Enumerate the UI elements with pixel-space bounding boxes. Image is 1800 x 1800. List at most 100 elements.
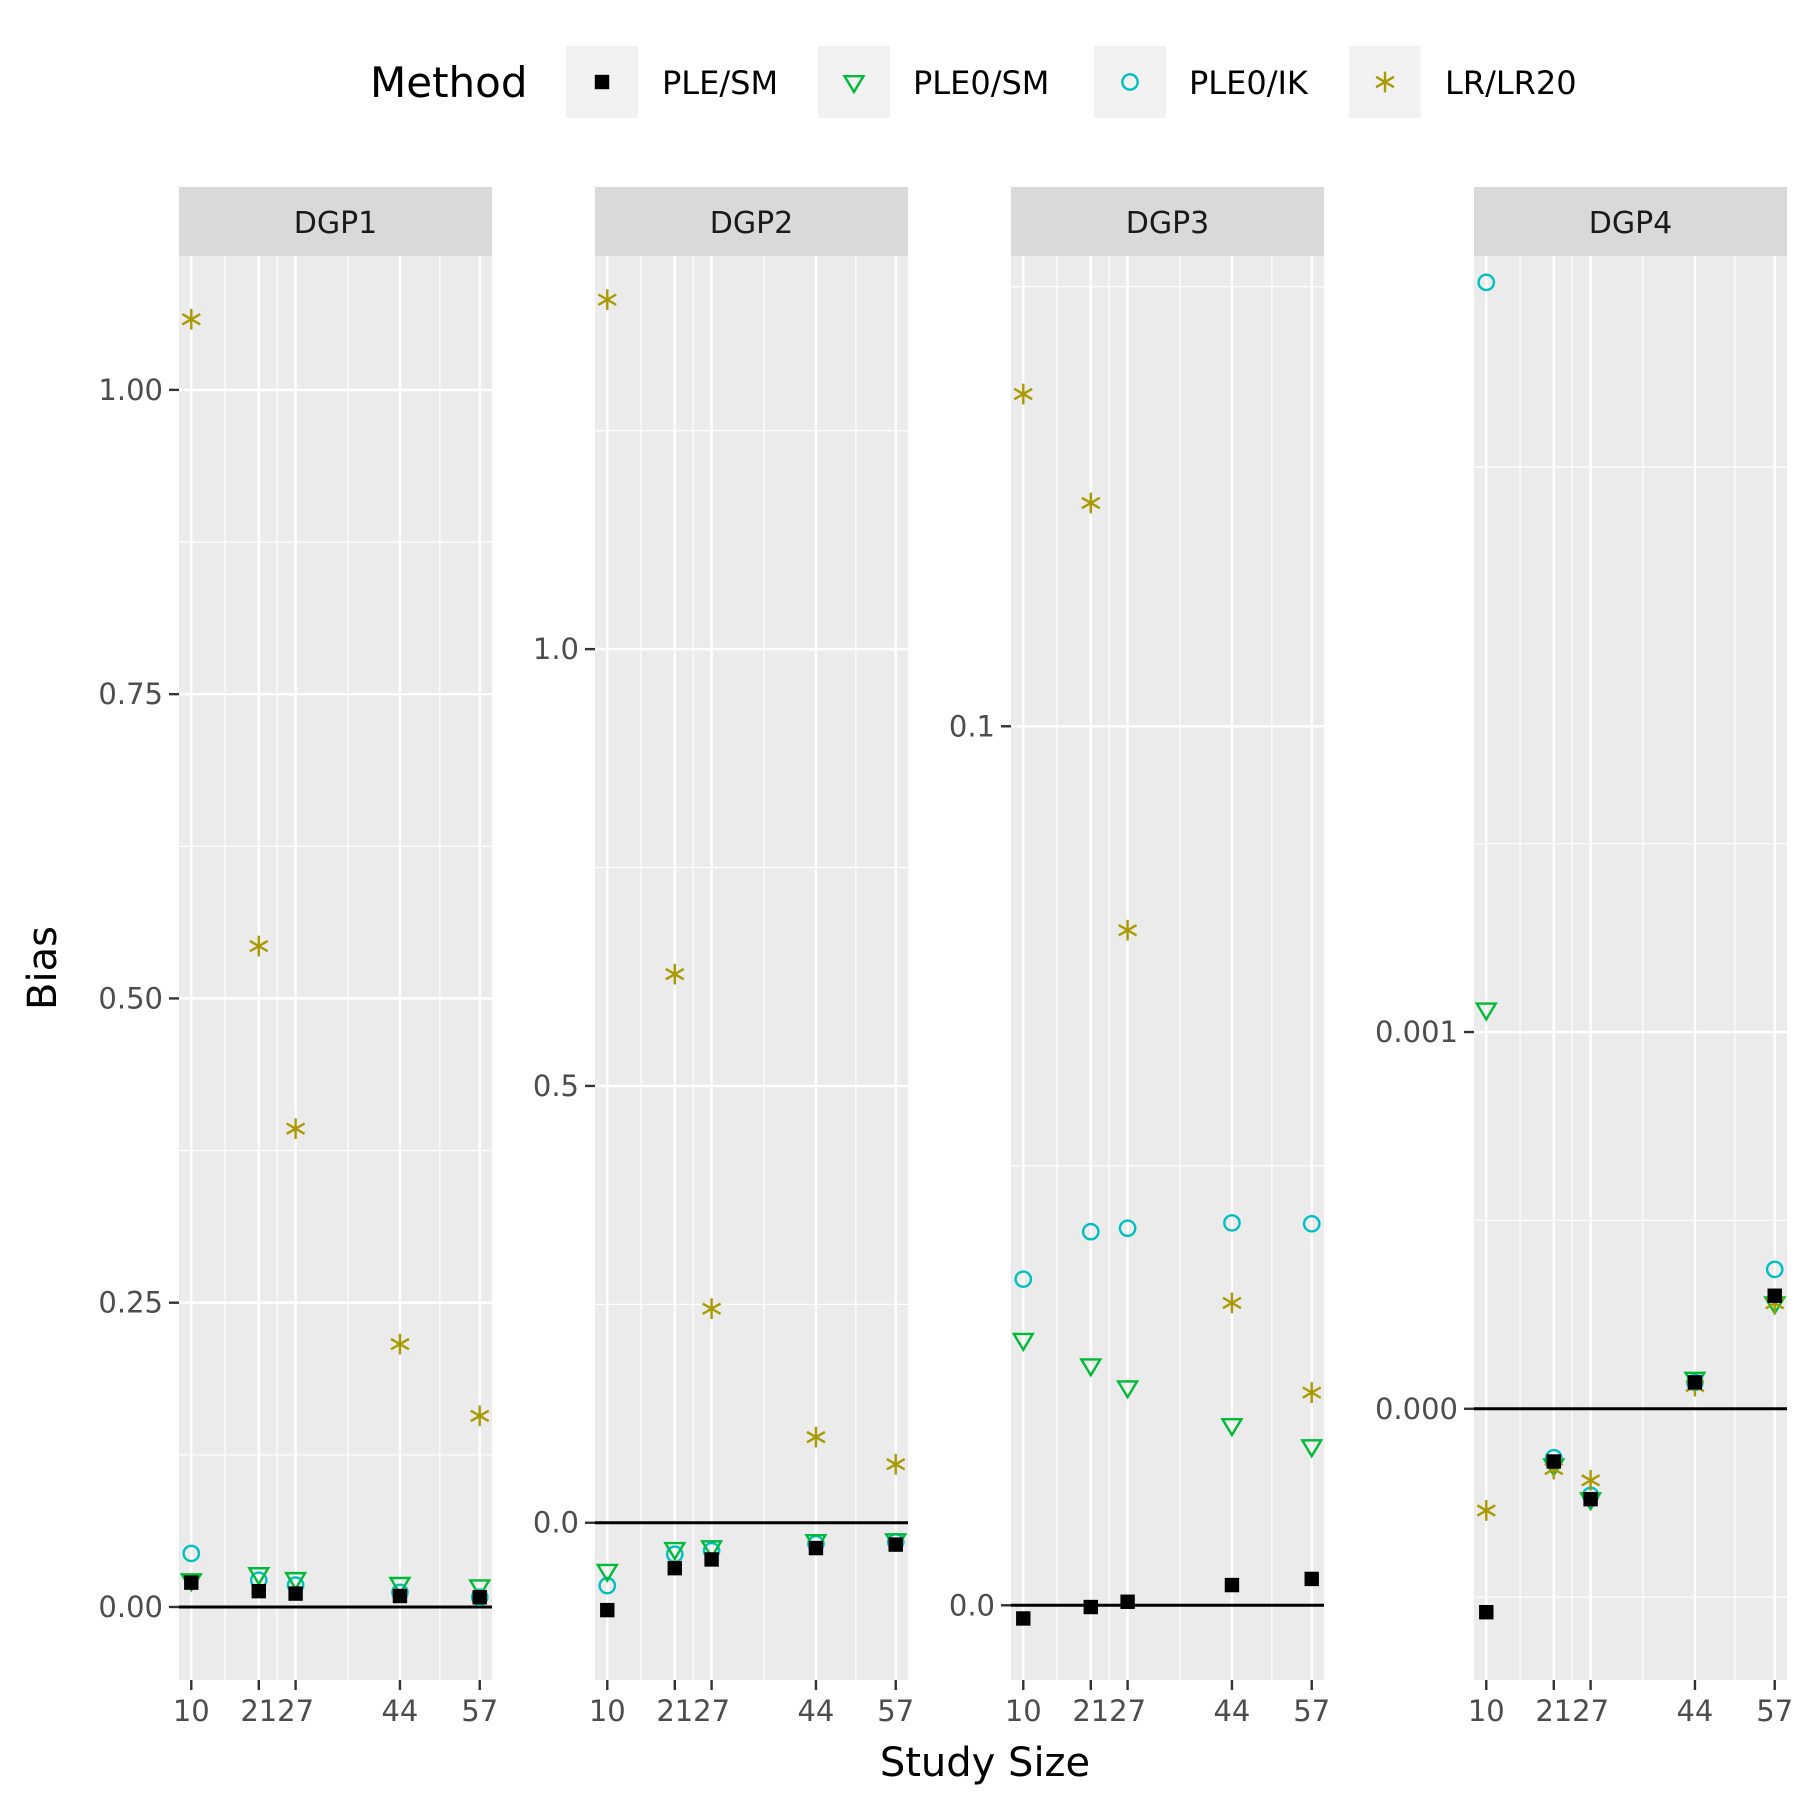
- x-tick-label: 27: [1109, 1694, 1146, 1728]
- data-point-ple_sm: [288, 1586, 303, 1601]
- data-point-ple0_ik: [1081, 1222, 1100, 1241]
- data-point-ple0_ik: [1302, 1214, 1321, 1233]
- data-point-ple_sm: [472, 1590, 487, 1605]
- panel-strip-label: DGP2: [710, 206, 794, 241]
- data-point-lr_lr20: [886, 1453, 906, 1475]
- data-point-ple_sm: [1583, 1491, 1598, 1507]
- data-point-ple0_sm: [1300, 1439, 1324, 1459]
- x-tick-label: 10: [1005, 1694, 1042, 1728]
- legend-label-ple0_ik: PLE0/IK: [1189, 64, 1309, 102]
- y-tick-label: 0.0: [533, 1506, 579, 1540]
- data-point-ple_sm: [251, 1583, 266, 1599]
- data-point-ple0_sm: [1220, 1418, 1244, 1438]
- data-point-ple_sm: [1546, 1454, 1561, 1469]
- panel-strip: [595, 187, 908, 256]
- data-point-ple_sm: [1083, 1599, 1098, 1615]
- data-point-lr_lr20: [702, 1298, 722, 1320]
- data-point-ple_sm: [392, 1588, 408, 1604]
- legend-label-ple0_sm: PLE0/SM: [913, 64, 1049, 102]
- x-tick-label: 44: [1213, 1694, 1250, 1728]
- data-point-lr_lr20: [597, 289, 617, 311]
- y-tick-label: 0.0: [949, 1588, 995, 1622]
- legend-label-ple_sm: PLE/SM: [662, 64, 778, 102]
- data-point-ple_sm: [1304, 1571, 1319, 1587]
- data-point-ple0_sm: [663, 1541, 687, 1562]
- data-point-ple_sm: [1479, 1604, 1494, 1620]
- x-tick-label: 57: [1293, 1694, 1330, 1728]
- panel-strip-label: DGP4: [1589, 206, 1673, 241]
- data-point-lr_lr20: [1013, 383, 1033, 405]
- data-point-ple0_ik: [1477, 273, 1496, 292]
- data-point-lr_lr20: [1302, 1382, 1322, 1403]
- panel-dgp4: DGP4 0.000 0.001 10 21 27 44 57: [1375, 187, 1793, 1728]
- y-tick-label: 0.001: [1375, 1015, 1458, 1049]
- panel-background: [1474, 256, 1787, 1680]
- data-point-ple_sm: [1224, 1577, 1240, 1593]
- data-point-lr_lr20: [286, 1118, 306, 1140]
- panel-dgp1: DGP1 0.00 0.25 0.50 0.75 1.00 10 21 27 44 57: [98, 187, 498, 1728]
- y-tick-label: 0.00: [98, 1590, 163, 1624]
- x-tick-label: 10: [173, 1694, 210, 1728]
- y-tick-label: 0.1: [949, 709, 995, 743]
- y-tick-label: 1.0: [533, 632, 579, 666]
- legend-marker-ple0_sm: [842, 74, 866, 95]
- x-tick-label: 27: [1572, 1694, 1609, 1728]
- x-tick-label: 27: [693, 1694, 730, 1728]
- x-tick-label: 44: [381, 1694, 418, 1728]
- data-point-lr_lr20: [1476, 1500, 1496, 1521]
- x-tick-label: 10: [1468, 1694, 1505, 1728]
- y-tick-label: 1.00: [98, 373, 163, 407]
- legend-marker-ple0_ik: [1121, 73, 1139, 91]
- x-axis-title: Study Size: [880, 1740, 1090, 1786]
- legend-item-ple0_ik: PLE0/IK: [1094, 46, 1309, 118]
- data-point-ple_sm: [600, 1602, 615, 1618]
- legend-key-box: [818, 46, 890, 118]
- panel-dgp2: DGP2 0.0 0.5 1.0 10 21 27 44 57: [533, 187, 914, 1728]
- data-point-ple0_ik: [470, 1588, 489, 1607]
- data-point-ple_sm: [704, 1552, 719, 1567]
- data-point-ple_sm: [1120, 1594, 1135, 1609]
- data-point-ple_sm: [1016, 1611, 1031, 1626]
- y-tick-label: 0.50: [98, 981, 163, 1015]
- panel-background: [179, 256, 492, 1680]
- legend: Method PLE/SM PLE0/SM PLE0/IK LR/LR20: [370, 46, 1577, 118]
- y-axis-title: Bias: [20, 926, 66, 1010]
- x-tick-label: 21: [656, 1694, 693, 1728]
- legend-marker-ple_sm: [594, 74, 610, 90]
- panel-strip-label: DGP1: [294, 206, 378, 241]
- data-point-ple_sm: [888, 1537, 903, 1552]
- data-point-ple0_ik: [598, 1576, 617, 1595]
- data-point-ple0_sm: [1011, 1332, 1035, 1353]
- data-point-lr_lr20: [806, 1426, 826, 1448]
- legend-title: Method: [370, 58, 528, 107]
- data-point-ple0_ik: [1014, 1270, 1033, 1289]
- panel-strip-label: DGP3: [1126, 206, 1210, 241]
- y-tick-label: 0.000: [1375, 1392, 1458, 1426]
- data-point-ple0_ik: [1118, 1219, 1137, 1238]
- legend-item-lr_lr20: LR/LR20: [1349, 46, 1577, 118]
- data-point-ple_sm: [667, 1560, 682, 1576]
- data-point-lr_lr20: [665, 963, 685, 985]
- x-tick-label: 57: [877, 1694, 914, 1728]
- panel-background: [595, 256, 908, 1680]
- x-tick-label: 21: [1072, 1694, 1109, 1728]
- y-tick-label: 0.5: [533, 1069, 579, 1103]
- data-point-ple0_sm: [468, 1579, 492, 1599]
- panel-dgp3: DGP3 0.0 0.1 10 21 27 44 57: [949, 187, 1330, 1728]
- data-point-lr_lr20: [1222, 1292, 1242, 1314]
- data-point-ple0_sm: [284, 1571, 308, 1592]
- data-point-ple_sm: [1767, 1288, 1782, 1303]
- data-point-ple0_sm: [1474, 1002, 1498, 1022]
- data-point-ple0_ik: [1223, 1214, 1241, 1232]
- legend-marker-lr_lr20: [1375, 71, 1395, 93]
- data-point-ple_sm: [184, 1575, 199, 1590]
- panel-strip: [179, 187, 492, 256]
- data-point-lr_lr20: [470, 1405, 490, 1427]
- data-point-ple0_ik: [1765, 1260, 1784, 1279]
- data-point-ple0_sm: [595, 1563, 619, 1584]
- legend-item-ple_sm: PLE/SM: [566, 46, 778, 118]
- legend-key-box: [1094, 46, 1166, 118]
- y-tick-label: 0.25: [98, 1286, 163, 1320]
- data-point-lr_lr20: [1581, 1469, 1601, 1491]
